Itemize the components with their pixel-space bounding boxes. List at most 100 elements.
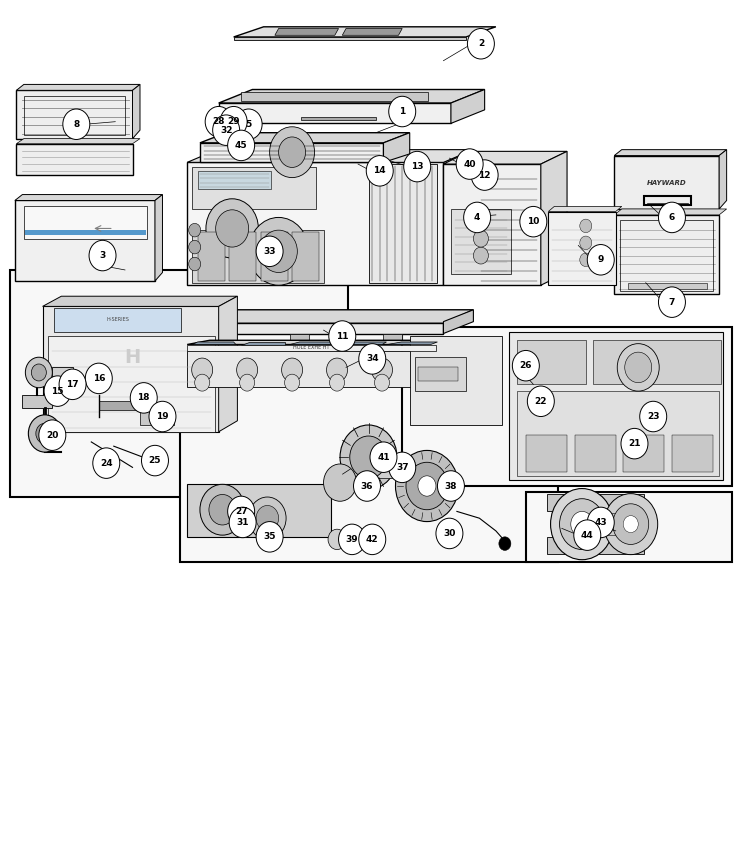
Text: 23: 23: [647, 412, 660, 421]
Polygon shape: [342, 29, 402, 36]
Circle shape: [189, 241, 201, 254]
Text: 15: 15: [51, 387, 64, 395]
Polygon shape: [187, 351, 436, 387]
Text: 25: 25: [149, 456, 161, 465]
Circle shape: [359, 343, 386, 374]
Polygon shape: [292, 232, 319, 281]
Polygon shape: [290, 333, 308, 340]
Polygon shape: [187, 162, 444, 286]
Circle shape: [284, 374, 299, 391]
Polygon shape: [15, 195, 162, 201]
Polygon shape: [193, 333, 211, 340]
Circle shape: [85, 363, 112, 394]
Text: 24: 24: [100, 459, 113, 468]
Polygon shape: [384, 333, 402, 340]
Circle shape: [623, 516, 638, 533]
Polygon shape: [53, 367, 72, 384]
Polygon shape: [54, 308, 181, 332]
Text: 12: 12: [478, 171, 491, 179]
Text: 16: 16: [92, 374, 105, 382]
Text: H-SERIES: H-SERIES: [106, 317, 129, 322]
Circle shape: [406, 462, 448, 510]
Circle shape: [366, 156, 393, 186]
Polygon shape: [623, 435, 665, 472]
Circle shape: [472, 160, 498, 190]
Polygon shape: [193, 167, 316, 209]
Polygon shape: [219, 89, 484, 103]
Polygon shape: [193, 342, 236, 344]
Polygon shape: [274, 29, 338, 36]
Circle shape: [348, 530, 366, 550]
Polygon shape: [43, 296, 238, 306]
Polygon shape: [582, 513, 631, 536]
Circle shape: [209, 495, 236, 525]
Circle shape: [32, 364, 47, 381]
Circle shape: [396, 450, 459, 522]
Circle shape: [550, 489, 614, 559]
Circle shape: [228, 130, 255, 161]
Polygon shape: [418, 367, 459, 381]
Text: HOLE EXHE HT: HOLE EXHE HT: [293, 345, 330, 350]
Polygon shape: [48, 336, 215, 432]
Text: 33: 33: [263, 246, 276, 256]
Circle shape: [228, 496, 255, 527]
Text: 29: 29: [227, 117, 240, 126]
Circle shape: [659, 202, 685, 233]
Circle shape: [340, 425, 397, 490]
Polygon shape: [614, 209, 726, 215]
Circle shape: [256, 236, 283, 267]
Polygon shape: [451, 209, 511, 275]
Polygon shape: [193, 230, 323, 283]
Text: 40: 40: [463, 160, 476, 168]
Polygon shape: [575, 435, 616, 472]
Polygon shape: [719, 150, 726, 209]
Circle shape: [270, 127, 314, 178]
Polygon shape: [526, 435, 567, 472]
Circle shape: [326, 358, 347, 382]
Polygon shape: [547, 495, 644, 512]
Circle shape: [587, 245, 614, 275]
Circle shape: [213, 115, 240, 145]
Text: 3: 3: [99, 251, 106, 260]
Polygon shape: [219, 103, 451, 123]
Text: 35: 35: [263, 532, 276, 541]
Circle shape: [130, 382, 157, 413]
Circle shape: [141, 445, 168, 476]
Circle shape: [240, 374, 255, 391]
Circle shape: [249, 218, 308, 286]
Circle shape: [220, 106, 247, 137]
Polygon shape: [187, 150, 474, 162]
Circle shape: [189, 224, 201, 237]
Circle shape: [621, 428, 648, 459]
Circle shape: [353, 471, 381, 501]
Circle shape: [92, 448, 120, 479]
Circle shape: [512, 350, 539, 381]
Text: 28: 28: [212, 117, 225, 126]
Text: 31: 31: [236, 518, 249, 527]
Polygon shape: [26, 230, 146, 235]
Circle shape: [328, 530, 346, 550]
Circle shape: [659, 287, 685, 317]
Circle shape: [587, 507, 614, 538]
Circle shape: [59, 369, 86, 399]
Polygon shape: [17, 84, 140, 90]
Polygon shape: [187, 484, 331, 537]
Circle shape: [613, 504, 649, 545]
Circle shape: [195, 374, 210, 391]
Polygon shape: [177, 309, 474, 323]
Polygon shape: [672, 435, 713, 472]
Polygon shape: [517, 391, 719, 476]
Circle shape: [257, 525, 277, 549]
Text: 21: 21: [628, 439, 641, 448]
Circle shape: [371, 358, 393, 382]
Circle shape: [205, 106, 232, 137]
Text: 13: 13: [411, 162, 423, 171]
Polygon shape: [17, 139, 140, 144]
Text: 6: 6: [669, 213, 675, 222]
Polygon shape: [548, 212, 616, 286]
Text: 44: 44: [581, 530, 593, 540]
Text: 17: 17: [66, 380, 79, 388]
Circle shape: [216, 210, 249, 247]
Circle shape: [260, 230, 297, 273]
Polygon shape: [444, 150, 474, 286]
